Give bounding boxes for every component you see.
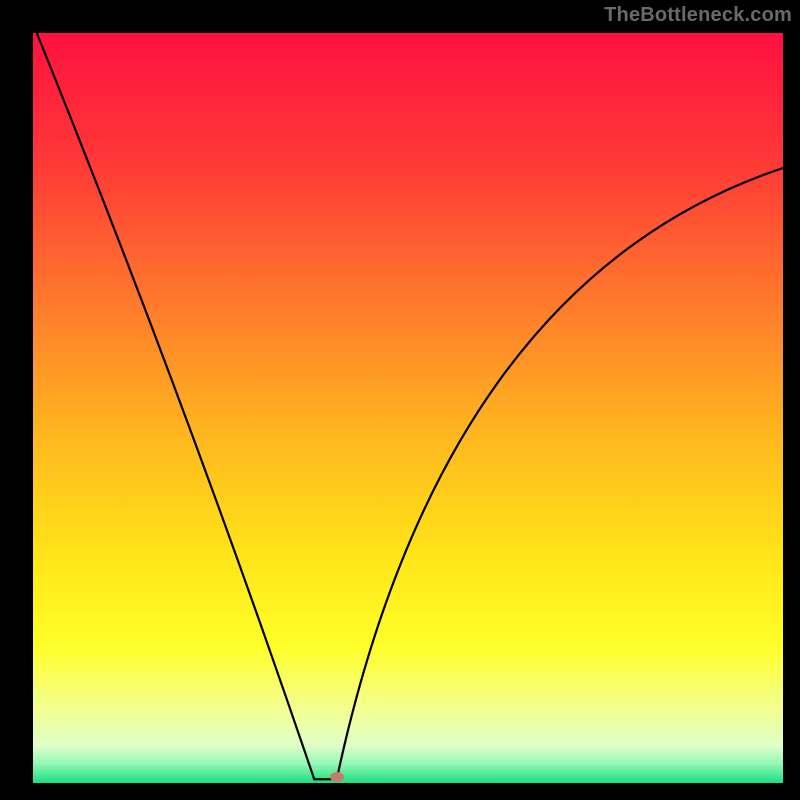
optimal-point-marker — [330, 772, 344, 782]
watermark-text: TheBottleneck.com — [604, 4, 792, 27]
chart-container: TheBottleneck.com — [0, 0, 800, 800]
plot-area — [33, 33, 783, 783]
bottleneck-curve — [33, 33, 783, 783]
curve-path — [37, 33, 783, 779]
